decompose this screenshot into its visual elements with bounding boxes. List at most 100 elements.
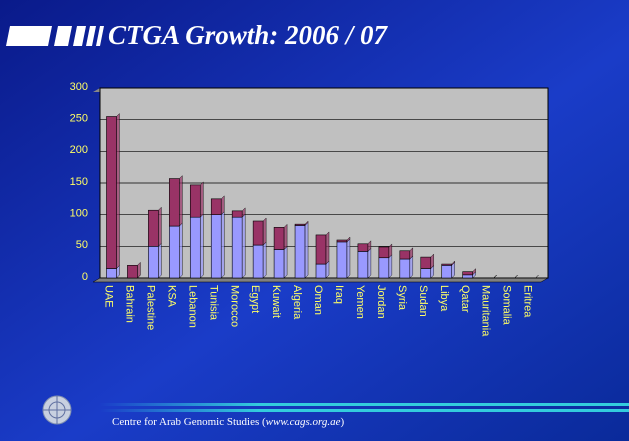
bar-segment	[210, 198, 222, 215]
x-tick-label: Qatar	[459, 285, 471, 313]
bar-side	[388, 254, 393, 279]
x-tick-label: Palestine	[144, 285, 156, 330]
bar-segment	[441, 263, 453, 266]
x-tick-label: Lebanon	[186, 285, 198, 328]
bar-segment	[252, 244, 264, 279]
bar-segment	[148, 209, 159, 247]
bar-segment	[420, 268, 432, 279]
footer-line	[100, 409, 629, 412]
bar-side	[200, 181, 204, 218]
bar-side	[346, 236, 351, 243]
bar-side	[262, 217, 267, 246]
y-tick-label: 50	[76, 239, 88, 251]
bar-side	[304, 220, 309, 226]
bar-side	[221, 211, 225, 279]
bar-segment	[231, 210, 243, 218]
x-tick-label: Mauritania	[480, 285, 492, 337]
bar-side	[514, 274, 518, 279]
x-tick-label: Libya	[438, 285, 450, 312]
y-tick-label: 200	[70, 144, 88, 156]
bar-side	[304, 221, 309, 279]
bar-side	[325, 231, 330, 265]
bar-segment	[127, 265, 138, 279]
bar-segment	[336, 239, 348, 243]
x-tick-label: Algeria	[291, 285, 303, 320]
bar-segment	[106, 268, 117, 279]
x-tick-label: Tunisia	[207, 285, 219, 321]
x-tick-label: Yemen	[354, 285, 366, 319]
bar-side	[221, 195, 225, 216]
y-tick-label: 100	[70, 208, 88, 220]
x-tick-label: UAE	[103, 285, 115, 308]
x-tick-label: Eritrea	[522, 285, 534, 318]
bar-side	[367, 240, 372, 252]
logo	[42, 395, 72, 425]
x-tick-label: KSA	[165, 285, 177, 308]
bar-side	[241, 207, 246, 218]
bar-segment	[148, 246, 159, 279]
bar-side	[388, 243, 393, 259]
x-tick-label: Egypt	[249, 285, 261, 313]
bar-side	[179, 222, 183, 279]
bar-segment	[315, 234, 327, 265]
bar-side	[200, 213, 204, 279]
bar-segment	[441, 265, 453, 279]
bar-segment	[357, 251, 369, 279]
bar-segment	[462, 274, 473, 279]
bar-segment	[399, 258, 411, 279]
bar-side	[409, 255, 414, 279]
bar-segment	[231, 216, 243, 279]
bar-side	[158, 206, 162, 247]
footer-text: Centre for Arab Genomic Studies (www.cag…	[112, 416, 345, 428]
bar-segment	[315, 263, 327, 279]
x-tick-label: Syria	[396, 285, 408, 311]
y-tick-label: 300	[70, 81, 88, 93]
bar-side	[493, 274, 497, 279]
bar-side	[283, 246, 288, 279]
bar-segment	[273, 227, 285, 250]
bar-segment	[106, 116, 117, 269]
x-tick-label: Morocco	[228, 285, 240, 327]
bar-side	[137, 261, 141, 279]
bar-side	[535, 274, 539, 279]
bar-side	[409, 247, 414, 260]
slide-title: CTGA Growth: 2006 / 07	[108, 20, 389, 50]
bar-side	[116, 113, 120, 269]
y-tick-label: 250	[70, 113, 88, 125]
bar-segment	[169, 178, 180, 227]
bar-side	[262, 241, 267, 279]
bar-segment	[169, 225, 180, 279]
bar-segment	[420, 256, 432, 269]
bar-side	[158, 242, 162, 279]
footer-link: www.cags.org.ae	[266, 416, 341, 428]
bar-segment	[378, 246, 390, 259]
bar-side	[241, 213, 246, 279]
chart: 0 50 100 150 200 250 300 UAE Bahrain Palestine KSA…	[70, 81, 548, 337]
bar-segment	[357, 243, 369, 252]
x-tick-label: Jordan	[375, 285, 387, 319]
x-tick-label: Kuwait	[270, 285, 282, 318]
bar-side	[472, 268, 476, 276]
y-tick-label: 0	[82, 271, 88, 283]
x-tick-label: Sudan	[417, 285, 429, 317]
bar-segment	[294, 225, 306, 279]
title-stripes	[6, 26, 104, 46]
bar-segment	[273, 249, 285, 279]
bar-side	[367, 247, 372, 279]
plot-floor	[92, 277, 549, 283]
footer-suffix: )	[341, 416, 345, 428]
footer-prefix: Centre for Arab Genomic Studies (	[112, 416, 266, 428]
bar-segment	[294, 223, 306, 226]
footer-line	[100, 403, 629, 406]
bar-segment	[252, 220, 264, 246]
bar-side	[283, 223, 288, 250]
bar-side	[179, 175, 183, 227]
bar-segment	[210, 214, 222, 279]
x-tick-label: Oman	[312, 285, 324, 315]
bar-side	[346, 238, 351, 279]
x-tick-label: Somalia	[501, 285, 513, 326]
x-tick-label: Bahrain	[124, 285, 136, 323]
bar-side	[451, 260, 455, 266]
bar-segment	[189, 184, 201, 218]
